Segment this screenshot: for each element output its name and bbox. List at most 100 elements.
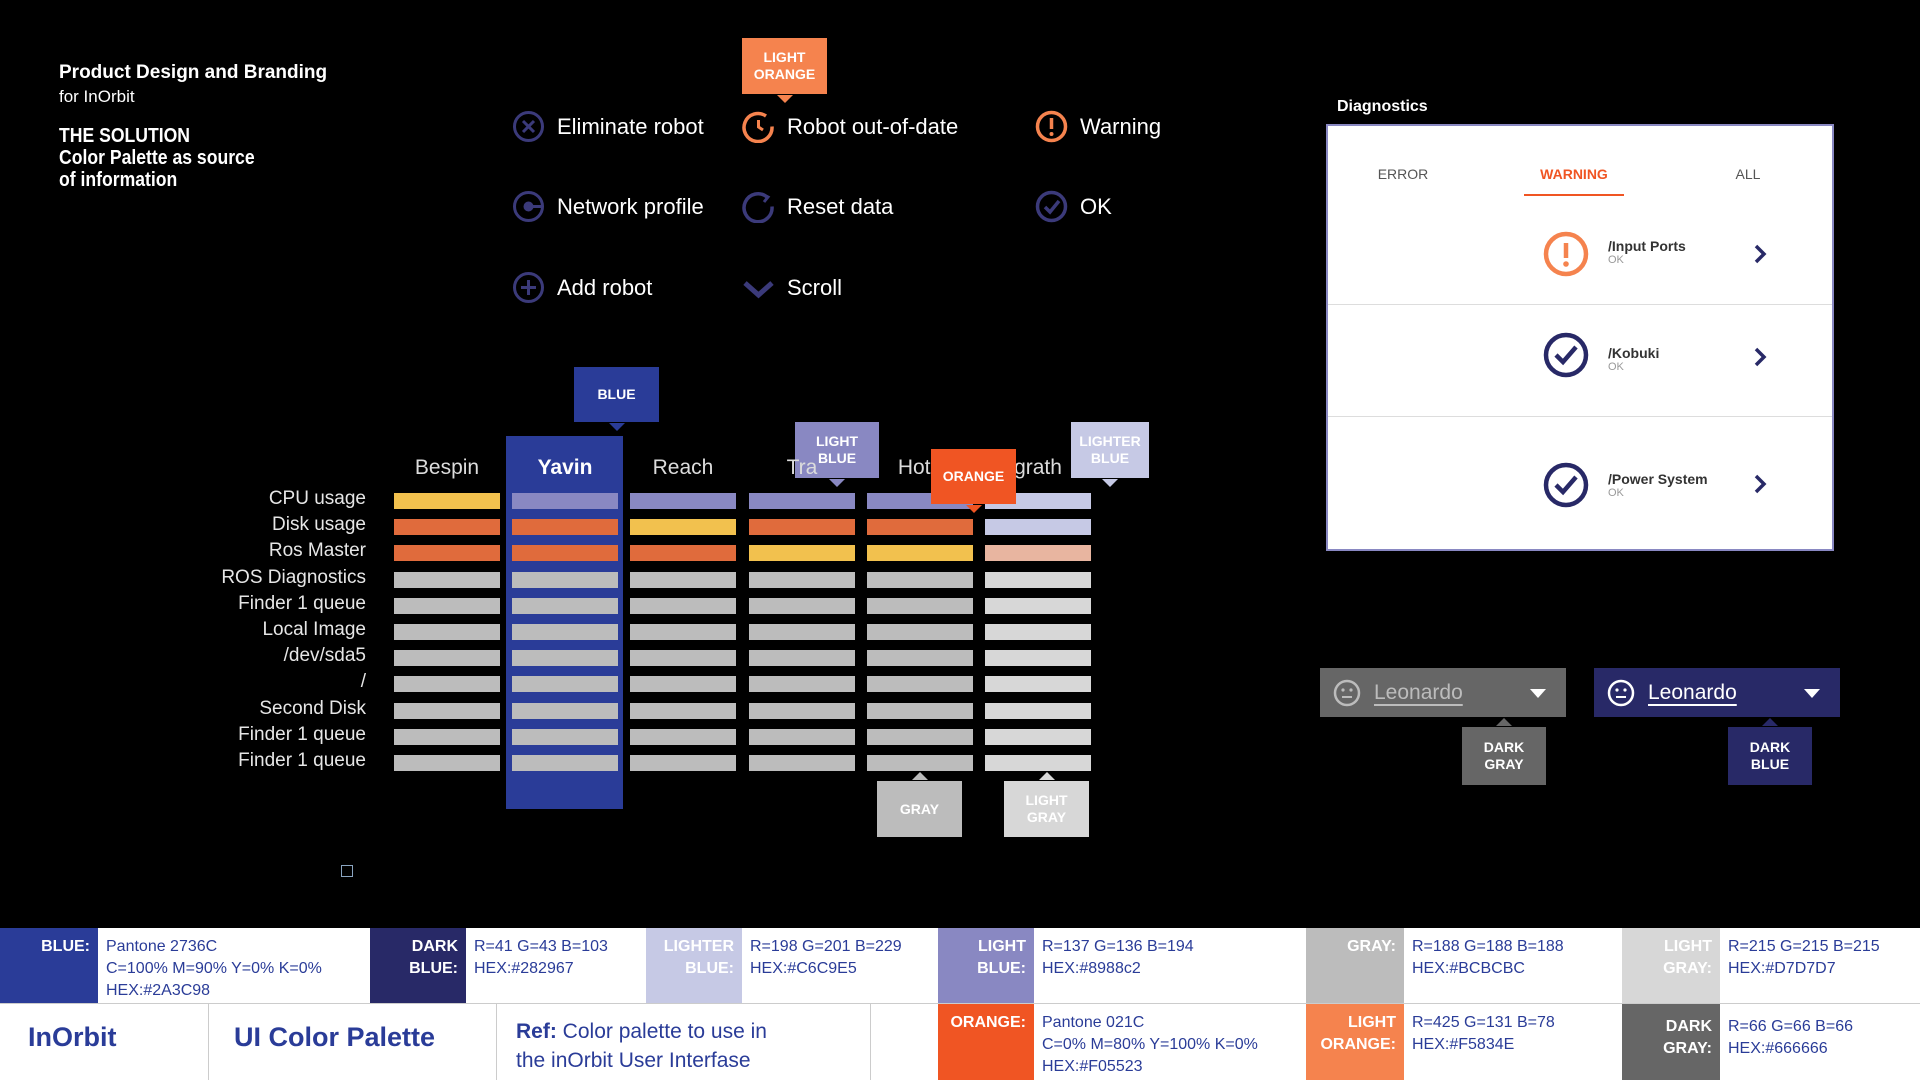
tab-error[interactable]: ERROR [1377, 166, 1429, 182]
status-cell[interactable] [630, 728, 736, 745]
column-header-tra[interactable]: Tra [786, 456, 818, 479]
status-cell[interactable] [394, 597, 500, 614]
status-cell[interactable] [630, 676, 736, 693]
status-cell[interactable] [512, 702, 618, 719]
warning-legend[interactable]: Warning [1035, 110, 1161, 143]
status-cell[interactable] [394, 545, 500, 562]
status-cell[interactable] [630, 519, 736, 536]
status-cell[interactable] [985, 519, 1091, 536]
diag-item-status: OK [1608, 254, 1624, 266]
status-cell[interactable] [867, 755, 973, 771]
swatch-lighter-blue: LIGHTER BLUE: [646, 928, 742, 1003]
scroll-legend[interactable]: Scroll [742, 271, 842, 304]
ok-legend[interactable]: OK [1035, 190, 1112, 223]
status-cell[interactable] [749, 571, 855, 588]
column-header-bespin[interactable]: Bespin [414, 456, 480, 479]
status-cell[interactable] [394, 571, 500, 588]
status-cell[interactable] [512, 545, 618, 562]
status-cell[interactable] [985, 597, 1091, 614]
status-cell[interactable] [867, 571, 973, 588]
status-cell[interactable] [867, 624, 973, 640]
status-cell[interactable] [749, 650, 855, 667]
status-cell[interactable] [985, 624, 1091, 640]
status-cell[interactable] [630, 493, 736, 509]
status-cell[interactable] [749, 728, 855, 745]
tab-all[interactable]: ALL [1735, 166, 1761, 182]
reset-data-legend[interactable]: Reset data [742, 190, 893, 223]
status-cell[interactable] [512, 728, 618, 745]
status-cell[interactable] [867, 650, 973, 667]
dark-blue-tag: DARK BLUE [1728, 718, 1812, 785]
chevron-right-icon [1754, 474, 1767, 494]
status-cell[interactable] [394, 493, 500, 509]
status-cell[interactable] [394, 650, 500, 667]
add-robot-legend[interactable]: Add robot [512, 271, 652, 304]
status-cell[interactable] [630, 545, 736, 562]
status-cell[interactable] [985, 676, 1091, 693]
status-cell[interactable] [985, 728, 1091, 745]
footer-ref: Ref: Color palette to use in the inOrbit… [516, 1017, 767, 1075]
diag-item-status: OK [1608, 361, 1624, 373]
status-cell[interactable] [867, 519, 973, 536]
small-checkbox[interactable] [341, 865, 353, 877]
network-profile-legend[interactable]: Network profile [512, 190, 704, 223]
status-cell[interactable] [512, 755, 618, 771]
column-header-reach[interactable]: Reach [652, 456, 714, 479]
status-cell[interactable] [985, 650, 1091, 667]
status-cell[interactable] [630, 624, 736, 640]
status-cell[interactable] [630, 571, 736, 588]
status-cell[interactable] [867, 545, 973, 562]
page-title: Product Design and Branding [59, 62, 328, 83]
diag-row-power-system[interactable]: /Power System OK [1328, 416, 1832, 549]
status-cell[interactable] [749, 702, 855, 719]
status-cell[interactable] [985, 545, 1091, 562]
swatch-orange-values: Pantone 021C C=0% M=80% Y=100% K=0% HEX:… [1042, 1014, 1258, 1075]
status-cell[interactable] [867, 728, 973, 745]
status-cell[interactable] [867, 676, 973, 693]
status-cell[interactable] [749, 519, 855, 536]
status-cell[interactable] [630, 597, 736, 614]
status-cell[interactable] [630, 702, 736, 719]
status-cell[interactable] [630, 755, 736, 771]
column-header-grath[interactable]: grath [1014, 456, 1062, 479]
status-cell[interactable] [867, 597, 973, 614]
status-cell[interactable] [985, 571, 1091, 588]
status-cell[interactable] [749, 597, 855, 614]
swatch-orange: ORANGE: [938, 1004, 1034, 1080]
status-cell[interactable] [985, 702, 1091, 719]
status-cell[interactable] [985, 755, 1091, 771]
status-cell[interactable] [394, 755, 500, 771]
status-cell[interactable] [749, 676, 855, 693]
status-cell[interactable] [512, 571, 618, 588]
user-name: Leonardo [1648, 680, 1737, 704]
status-cell[interactable] [512, 676, 618, 693]
status-cell[interactable] [394, 624, 500, 640]
diag-row-input-ports[interactable]: /Input Ports OK [1328, 196, 1832, 300]
user-select-blue[interactable]: Leonardo [1594, 668, 1840, 717]
column-header-yavin[interactable]: Yavin [537, 456, 593, 479]
status-cell[interactable] [749, 624, 855, 640]
status-cell[interactable] [394, 676, 500, 693]
status-cell[interactable] [394, 519, 500, 536]
status-cell[interactable] [512, 624, 618, 640]
refresh-icon [742, 192, 774, 223]
add-robot-label: Add robot [557, 274, 653, 300]
status-cell[interactable] [512, 597, 618, 614]
status-cell[interactable] [749, 755, 855, 771]
robot-outdated-legend[interactable]: Robot out-of-date [742, 110, 958, 143]
status-cell[interactable] [512, 493, 618, 509]
tab-warning[interactable]: WARNING [1540, 166, 1608, 182]
status-cell[interactable] [749, 545, 855, 562]
user-select-gray[interactable]: Leonardo [1320, 668, 1566, 717]
status-cell[interactable] [394, 702, 500, 719]
status-cell[interactable] [394, 728, 500, 745]
status-cell[interactable] [512, 519, 618, 536]
status-cell[interactable] [630, 650, 736, 667]
diag-row-kobuki[interactable]: /Kobuki OK [1328, 304, 1832, 408]
status-cell[interactable] [867, 702, 973, 719]
swatch-light-blue-values: R=137 G=136 B=194 HEX:#8988c2 [1042, 938, 1194, 977]
eliminate-robot-legend[interactable]: Eliminate robot [512, 110, 704, 143]
status-cell[interactable] [749, 493, 855, 509]
footer-divider [870, 1004, 871, 1080]
status-cell[interactable] [512, 650, 618, 667]
